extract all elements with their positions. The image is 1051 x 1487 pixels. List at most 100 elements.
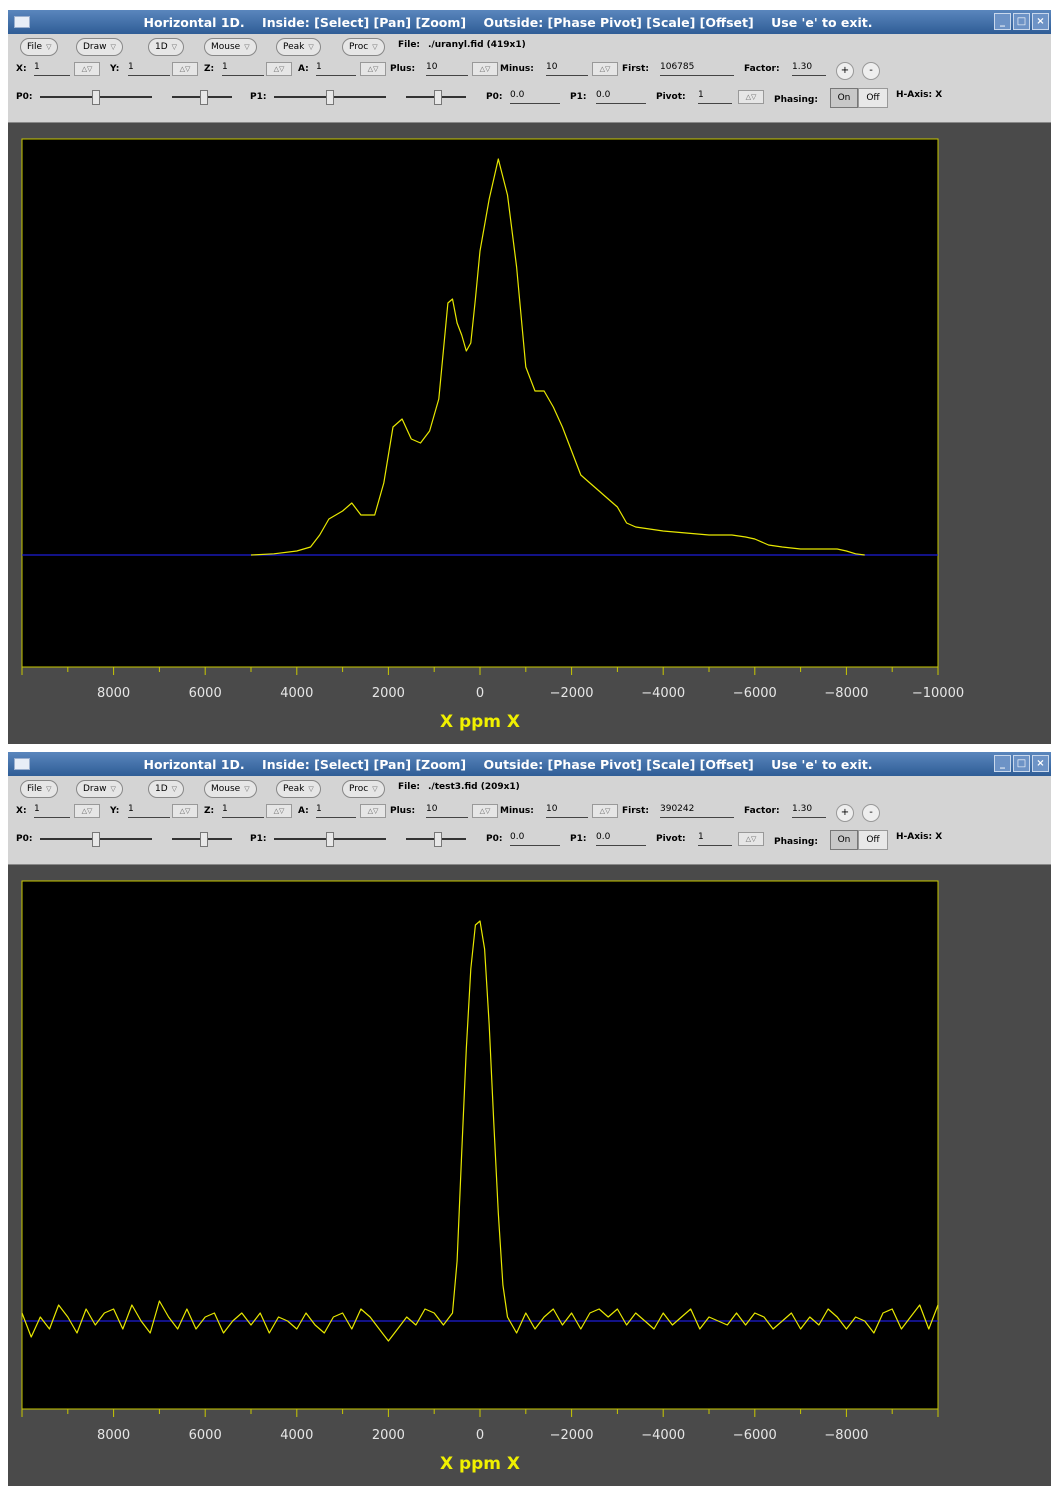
x-label: X: [16, 806, 27, 816]
close-icon[interactable]: × [1032, 13, 1049, 30]
spectrum-plot[interactable]: 8000 6000 4000 2000 0 −2000 −4000 −6000 −8000 −10… [8, 123, 1051, 744]
zoom-out-button[interactable]: - [862, 804, 880, 822]
p0-fine-slider[interactable] [172, 832, 232, 847]
p0-slider[interactable] [40, 90, 152, 105]
x-spinner[interactable]: △▽ [74, 804, 100, 818]
chevron-down-icon: ▽ [308, 785, 314, 793]
y-field[interactable]: 1 [128, 62, 170, 76]
chevron-down-icon: ▽ [110, 785, 116, 793]
x-tick-label: −8000 [824, 1428, 868, 1443]
window-menu-icon[interactable] [14, 16, 30, 28]
plus-spinner[interactable]: △▽ [472, 62, 498, 76]
p1-field[interactable]: 0.0 [596, 832, 646, 846]
title-bar[interactable]: Horizontal 1D. Inside: [Select] [Pan] [Z… [8, 10, 1051, 34]
p1-fine-slider[interactable] [406, 90, 466, 105]
phasing-off-button[interactable]: Off [858, 830, 888, 850]
factor-field[interactable]: 1.30 [792, 804, 826, 818]
slider-thumb[interactable] [326, 90, 334, 105]
pivot-field[interactable]: 1 [698, 832, 732, 846]
x-field[interactable]: 1 [34, 62, 70, 76]
first-label: First: [622, 64, 649, 74]
slider-thumb[interactable] [434, 832, 442, 847]
a-field[interactable]: 1 [316, 62, 356, 76]
x-tick-label: 2000 [372, 686, 405, 701]
1d-menu-button[interactable]: 1D ▽ [148, 780, 185, 798]
x-axis-label: X ppm X [440, 712, 520, 732]
y-spinner[interactable]: △▽ [172, 804, 198, 818]
a-field[interactable]: 1 [316, 804, 356, 818]
spectrum-plot[interactable]: 8000 6000 4000 2000 0 −2000 −4000 −6000 −8000 X p… [8, 865, 1051, 1486]
a-label: A: [298, 64, 309, 74]
minus-field[interactable]: 10 [546, 804, 588, 818]
minus-field[interactable]: 10 [546, 62, 588, 76]
y-field[interactable]: 1 [128, 804, 170, 818]
slider-thumb[interactable] [92, 90, 100, 105]
pivot-label: Pivot: [656, 834, 686, 844]
plus-field[interactable]: 10 [426, 62, 468, 76]
slider-thumb[interactable] [200, 832, 208, 847]
peak-menu-button[interactable]: Peak ▽ [276, 780, 321, 798]
p0-field[interactable]: 0.0 [510, 90, 560, 104]
x-tick-label: −4000 [641, 1428, 685, 1443]
phasing-on-button[interactable]: On [830, 88, 858, 108]
close-icon[interactable]: × [1032, 755, 1049, 772]
y-spinner[interactable]: △▽ [172, 62, 198, 76]
title-bar[interactable]: Horizontal 1D. Inside: [Select] [Pan] [Z… [8, 752, 1051, 776]
minimize-icon[interactable]: _ [994, 13, 1011, 30]
slider-thumb[interactable] [92, 832, 100, 847]
minus-spinner[interactable]: △▽ [592, 804, 618, 818]
file-menu-button[interactable]: File ▽ [20, 780, 59, 798]
pivot-spinner[interactable]: △▽ [738, 832, 764, 846]
z-spinner[interactable]: △▽ [266, 804, 292, 818]
first-field[interactable]: 106785 [660, 62, 734, 76]
phasing-on-button[interactable]: On [830, 830, 858, 850]
p1-slider[interactable] [274, 832, 386, 847]
slider-thumb[interactable] [200, 90, 208, 105]
proc-menu-button[interactable]: Proc ▽ [342, 38, 385, 56]
p0-field[interactable]: 0.0 [510, 832, 560, 846]
chevron-down-icon: ▽ [46, 785, 52, 793]
p0-slider[interactable] [40, 832, 152, 847]
mouse-menu-button[interactable]: Mouse ▽ [204, 38, 257, 56]
zoom-in-button[interactable]: + [836, 62, 854, 80]
minimize-icon[interactable]: _ [994, 755, 1011, 772]
zoom-out-button[interactable]: - [862, 62, 880, 80]
plus-field[interactable]: 10 [426, 804, 468, 818]
z-spinner[interactable]: △▽ [266, 62, 292, 76]
slider-thumb[interactable] [326, 832, 334, 847]
factor-field[interactable]: 1.30 [792, 62, 826, 76]
pivot-spinner[interactable]: △▽ [738, 90, 764, 104]
a-spinner[interactable]: △▽ [360, 804, 386, 818]
draw-menu-button[interactable]: Draw ▽ [76, 780, 123, 798]
minus-spinner[interactable]: △▽ [592, 62, 618, 76]
phasing-label: Phasing: [774, 95, 818, 105]
p1-fine-slider[interactable] [406, 832, 466, 847]
x-field[interactable]: 1 [34, 804, 70, 818]
file-menu-button[interactable]: File ▽ [20, 38, 59, 56]
x-spinner[interactable]: △▽ [74, 62, 100, 76]
maximize-icon[interactable]: □ [1013, 13, 1030, 30]
phasing-off-button[interactable]: Off [858, 88, 888, 108]
p0-fine-slider[interactable] [172, 90, 232, 105]
slider-thumb[interactable] [434, 90, 442, 105]
pivot-field[interactable]: 1 [698, 90, 732, 104]
zoom-in-button[interactable]: + [836, 804, 854, 822]
p1-field[interactable]: 0.0 [596, 90, 646, 104]
proc-menu-button[interactable]: Proc ▽ [342, 780, 385, 798]
plus-spinner[interactable]: △▽ [472, 804, 498, 818]
z-field[interactable]: 1 [222, 804, 264, 818]
y-label: Y: [110, 806, 120, 816]
a-spinner[interactable]: △▽ [360, 62, 386, 76]
p0-slider-label: P0: [16, 834, 33, 844]
window-menu-icon[interactable] [14, 758, 30, 770]
mouse-menu-button[interactable]: Mouse ▽ [204, 780, 257, 798]
maximize-icon[interactable]: □ [1013, 755, 1030, 772]
z-field[interactable]: 1 [222, 62, 264, 76]
draw-menu-button[interactable]: Draw ▽ [76, 38, 123, 56]
x-tick-label: −8000 [824, 686, 868, 701]
peak-menu-button[interactable]: Peak ▽ [276, 38, 321, 56]
1d-menu-button[interactable]: 1D ▽ [148, 38, 185, 56]
p1-slider[interactable] [274, 90, 386, 105]
minus-label: Minus: [500, 806, 534, 816]
first-field[interactable]: 390242 [660, 804, 734, 818]
